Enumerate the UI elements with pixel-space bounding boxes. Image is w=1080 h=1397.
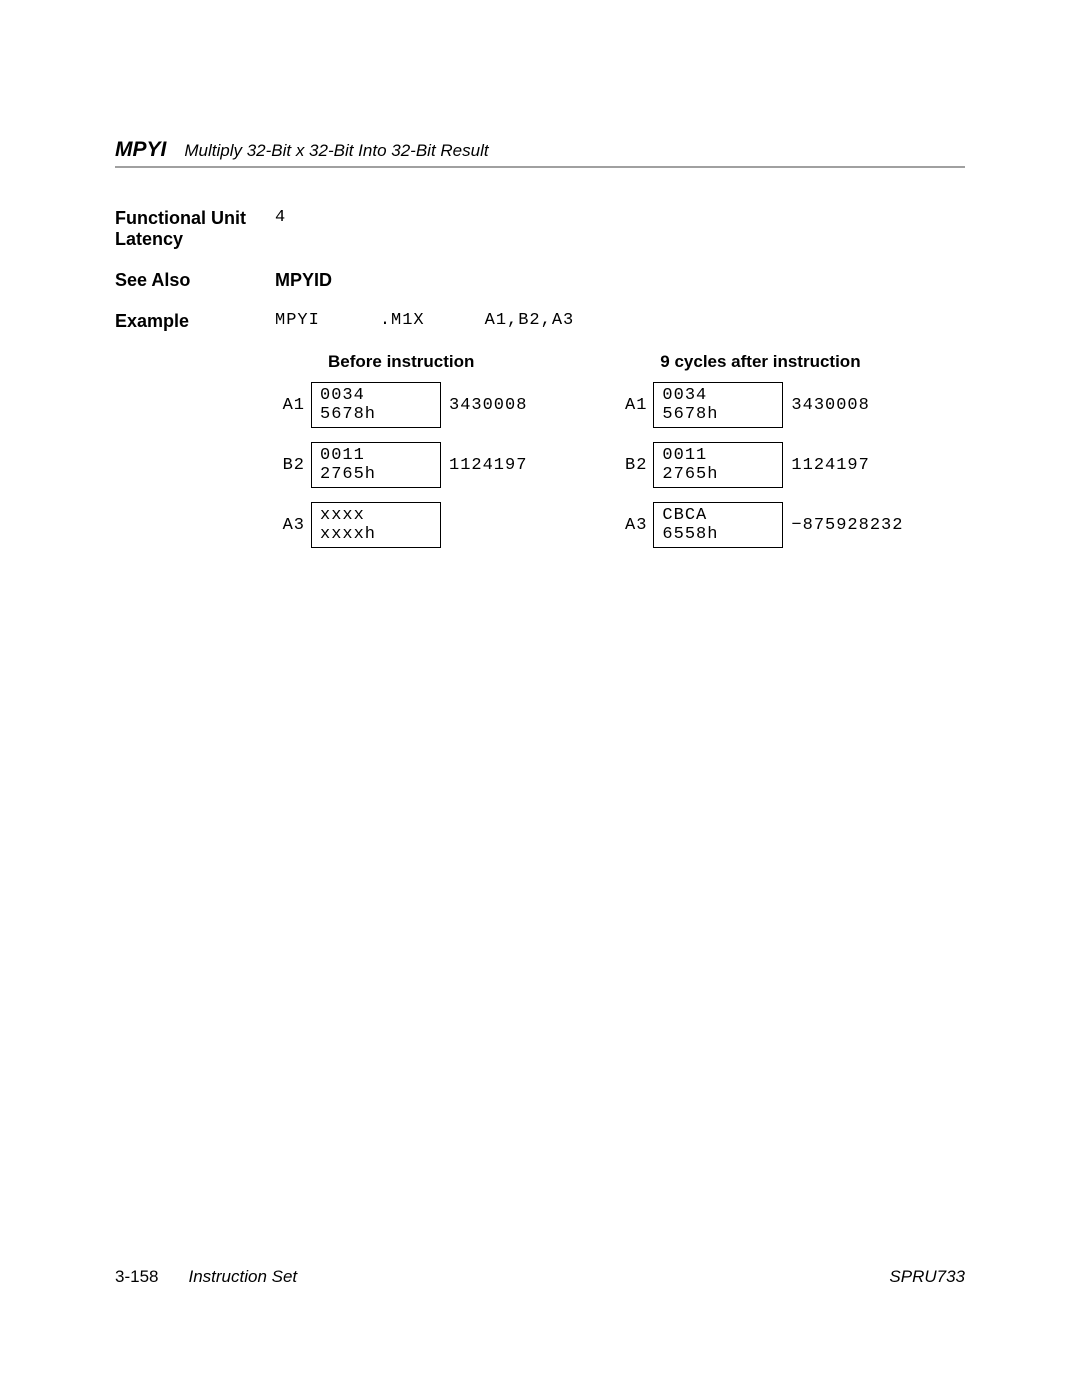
example-row: Example MPYI .M1X A1,B2,A3	[115, 311, 965, 332]
reg-hex: 0011 2765h	[653, 442, 783, 488]
reg-dec: −875928232	[791, 516, 903, 535]
table-row: B2 0011 2765h 1124197	[617, 442, 903, 488]
page-content: MPYI Multiply 32-Bit x 32-Bit Into 32-Bi…	[115, 138, 965, 562]
table-row: A3 CBCA 6558h −875928232	[617, 502, 903, 548]
reg-hex: 0011 2765h	[311, 442, 441, 488]
after-heading: 9 cycles after instruction	[617, 352, 903, 372]
reg-hex: 0034 5678h	[653, 382, 783, 428]
register-state-block: Before instruction A1 0034 5678h 3430008…	[275, 352, 965, 562]
before-column: Before instruction A1 0034 5678h 3430008…	[275, 352, 527, 562]
reg-hex: CBCA 6558h	[653, 502, 783, 548]
see-also-row: See Also MPYID	[115, 270, 965, 291]
example-code: MPYI .M1X A1,B2,A3	[275, 311, 574, 330]
reg-name: B2	[617, 456, 647, 475]
instruction-header: MPYI Multiply 32-Bit x 32-Bit Into 32-Bi…	[115, 138, 965, 168]
reg-dec: 3430008	[449, 396, 527, 415]
section-title: Instruction Set	[188, 1267, 297, 1287]
reg-name: A3	[275, 516, 305, 535]
see-also-label: See Also	[115, 270, 275, 291]
document-id: SPRU733	[889, 1267, 965, 1287]
example-mnemonic: MPYI	[275, 311, 320, 330]
before-heading: Before instruction	[275, 352, 527, 372]
table-row: A1 0034 5678h 3430008	[275, 382, 527, 428]
table-row: A1 0034 5678h 3430008	[617, 382, 903, 428]
reg-hex: xxxx xxxxh	[311, 502, 441, 548]
reg-dec: 1124197	[791, 456, 869, 475]
instruction-mnemonic: MPYI	[115, 138, 166, 162]
reg-name: A1	[275, 396, 305, 415]
instruction-description: Multiply 32-Bit x 32-Bit Into 32-Bit Res…	[184, 141, 488, 161]
page-number: 3-158	[115, 1267, 158, 1287]
functional-unit-latency-row: Functional Unit Latency 4	[115, 208, 965, 250]
example-operands: A1,B2,A3	[485, 311, 575, 330]
functional-unit-latency-label: Functional Unit Latency	[115, 208, 275, 250]
reg-hex: 0034 5678h	[311, 382, 441, 428]
reg-name: B2	[275, 456, 305, 475]
after-column: 9 cycles after instruction A1 0034 5678h…	[617, 352, 903, 562]
table-row: B2 0011 2765h 1124197	[275, 442, 527, 488]
example-label: Example	[115, 311, 275, 332]
functional-unit-latency-value: 4	[275, 208, 286, 227]
reg-name: A3	[617, 516, 647, 535]
example-unit: .M1X	[380, 311, 425, 330]
see-also-value: MPYID	[275, 270, 332, 291]
reg-name: A1	[617, 396, 647, 415]
page-footer: 3-158 Instruction Set SPRU733	[115, 1267, 965, 1287]
reg-dec: 1124197	[449, 456, 527, 475]
table-row: A3 xxxx xxxxh	[275, 502, 527, 548]
reg-dec: 3430008	[791, 396, 869, 415]
